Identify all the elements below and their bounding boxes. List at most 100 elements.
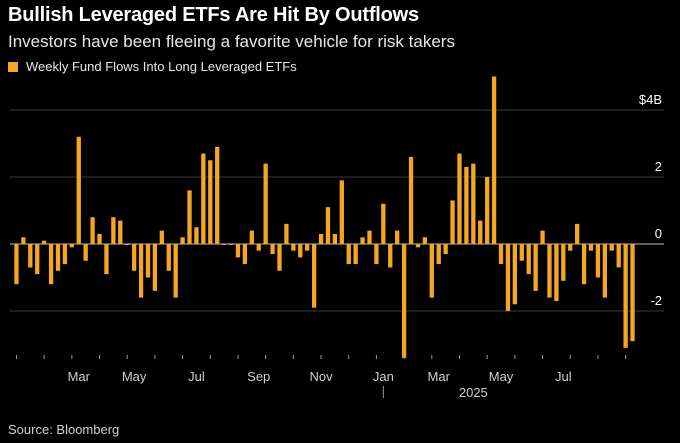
- bar: [581, 244, 587, 285]
- bar: [360, 237, 365, 244]
- bar: [138, 244, 144, 298]
- bar: [221, 244, 227, 245]
- bar: [588, 244, 594, 251]
- bar: [131, 244, 137, 271]
- bar: [249, 230, 254, 244]
- bar: [284, 223, 289, 244]
- bar: [381, 203, 386, 244]
- bar: [450, 200, 455, 244]
- bar: [173, 244, 178, 298]
- bar: [145, 244, 151, 278]
- bar: [242, 244, 248, 265]
- bar: [498, 244, 504, 265]
- bar: [401, 244, 407, 358]
- bar: [62, 244, 68, 265]
- bar: [436, 244, 441, 265]
- bar: [505, 244, 511, 311]
- bar: [519, 244, 524, 261]
- bar: [540, 230, 545, 244]
- bar: [159, 230, 164, 244]
- bar: [602, 244, 607, 298]
- bar: [491, 76, 497, 244]
- bar: [48, 244, 54, 285]
- legend: Weekly Fund Flows Into Long Leveraged ET…: [8, 59, 297, 74]
- bar: [187, 190, 192, 244]
- x-tick-label: Jul: [555, 369, 572, 384]
- bar: [42, 240, 47, 244]
- bar: [630, 244, 635, 342]
- bar: [339, 180, 344, 244]
- bar: [429, 244, 434, 298]
- bar: [457, 153, 462, 244]
- x-tick-label: May: [122, 369, 147, 384]
- bar: [623, 244, 628, 348]
- legend-label: Weekly Fund Flows Into Long Leveraged ET…: [26, 59, 297, 74]
- bar: [471, 163, 476, 244]
- bar: [228, 244, 234, 245]
- x-tick-label: May: [489, 369, 514, 384]
- bar: [118, 220, 123, 244]
- bar: [595, 244, 601, 278]
- bar: [395, 230, 400, 244]
- bar: [311, 244, 317, 308]
- bar: [568, 244, 573, 251]
- bar: [215, 146, 220, 244]
- bar: [256, 244, 261, 251]
- x-tick-label: Jan: [373, 369, 394, 384]
- bar: [464, 166, 469, 244]
- bar: [318, 233, 324, 244]
- bar: [325, 207, 331, 244]
- bar: [28, 244, 33, 268]
- x-tick-label: Sep: [247, 369, 270, 384]
- bar: [111, 217, 116, 244]
- bar: [277, 244, 282, 271]
- bar: [194, 227, 199, 244]
- chart-subtitle: Investors have been fleeing a favorite v…: [8, 32, 455, 51]
- x-tick-label: Mar: [68, 369, 91, 384]
- bar: [166, 244, 171, 271]
- source-note: Source: Bloomberg: [8, 422, 120, 437]
- x-tick-label: Nov: [309, 369, 333, 384]
- y-tick-label: -2: [650, 293, 662, 308]
- bar: [616, 244, 621, 268]
- bar: [83, 244, 88, 261]
- bar: [298, 244, 303, 258]
- bar: [415, 244, 421, 248]
- bar: [526, 244, 531, 275]
- bar: [97, 233, 102, 244]
- bar: [76, 136, 81, 244]
- bar: [235, 244, 241, 258]
- gridlines: [10, 109, 664, 312]
- bar: [152, 244, 158, 291]
- bar: [561, 244, 566, 281]
- bar: [443, 244, 448, 255]
- bar: [21, 237, 26, 244]
- bar: [14, 244, 19, 285]
- x-tick-label: Jul: [188, 369, 205, 384]
- bar: [575, 223, 580, 244]
- bar: [485, 177, 490, 244]
- bar: [512, 244, 518, 305]
- bar: [554, 244, 559, 301]
- chart-title: Bullish Leveraged ETFs Are Hit By Outflo…: [8, 4, 419, 26]
- bar: [332, 233, 338, 244]
- bar: [180, 237, 185, 244]
- bar: [104, 244, 109, 275]
- bar: [55, 244, 61, 271]
- bar: [547, 244, 552, 298]
- bar: [388, 244, 393, 268]
- bar: [90, 217, 95, 244]
- y-tick-label: 2: [655, 159, 662, 174]
- bar: [533, 244, 538, 291]
- bar: [478, 220, 483, 244]
- y-tick-label: 0: [655, 226, 662, 241]
- bar: [69, 244, 74, 248]
- bars: [14, 76, 635, 358]
- y-tick-label: $4B: [639, 92, 662, 107]
- year-label: 2025: [459, 385, 488, 400]
- legend-swatch: [8, 61, 18, 72]
- bar: [408, 156, 414, 244]
- bar: [125, 244, 130, 245]
- axis-labels: $4B 2 0 -2 Mar May Jul Sep Nov Jan Mar May Jul 2025: [68, 92, 662, 400]
